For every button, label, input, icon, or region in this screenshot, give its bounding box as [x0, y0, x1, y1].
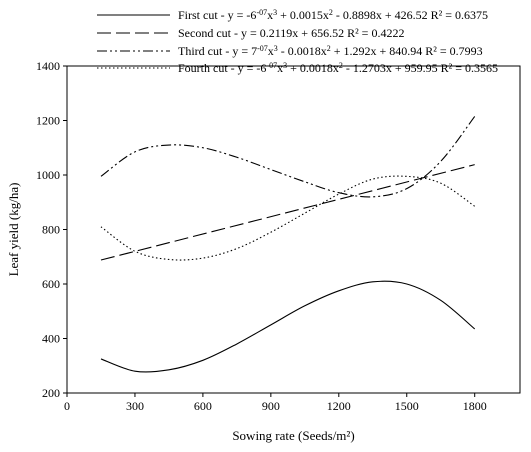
axes: 0 300 600 900 1200 1500 1800 200 400 600 800 1000 12… — [36, 59, 521, 413]
x-tick-label-2: 600 — [194, 399, 212, 413]
x-tick-label-3: 900 — [262, 399, 280, 413]
plot-frame — [66, 65, 521, 394]
legend-label-0: First cut - y = -6-07x3 + 0.0015x2 - 0.8… — [178, 8, 488, 23]
y-tick-label-6: 1400 — [36, 59, 60, 73]
legend-label-2: Third cut - y = 7-07x3 - 0.0018x2 + 1.29… — [178, 44, 483, 59]
y-axis-title: Leaf yield (kg/ha) — [6, 183, 21, 277]
y-tick-label-4: 1000 — [36, 168, 60, 182]
series-line-third-cut — [100, 116, 476, 198]
y-tick-label-1: 400 — [42, 332, 60, 346]
y-tick-label-3: 800 — [42, 223, 60, 237]
series-line-fourth-cut — [100, 175, 476, 261]
x-tick-label-1: 300 — [126, 399, 144, 413]
legend-label-3: Fourth cut - y = -6-07x3 + 0.0018x2 - 1.… — [178, 61, 498, 76]
x-tick-label-0: 0 — [64, 399, 70, 413]
y-tick-label-5: 1200 — [36, 114, 60, 128]
series-line-second-cut — [100, 164, 475, 261]
y-tick-label-2: 600 — [42, 277, 60, 291]
x-axis-title: Sowing rate (Seeds/m²) — [232, 428, 354, 443]
series-line-first-cut — [100, 280, 476, 373]
y-tick-label-0: 200 — [42, 386, 60, 400]
legend-label-1: Second cut - y = 0.2119x + 656.52 R² = 0… — [178, 26, 404, 40]
series-layer — [100, 116, 476, 373]
x-tick-label-6: 1800 — [463, 399, 487, 413]
x-tick-label-4: 1200 — [327, 399, 351, 413]
x-tick-label-5: 1500 — [395, 399, 419, 413]
legend: First cut - y = -6-07x3 + 0.0015x2 - 0.8… — [97, 8, 498, 76]
